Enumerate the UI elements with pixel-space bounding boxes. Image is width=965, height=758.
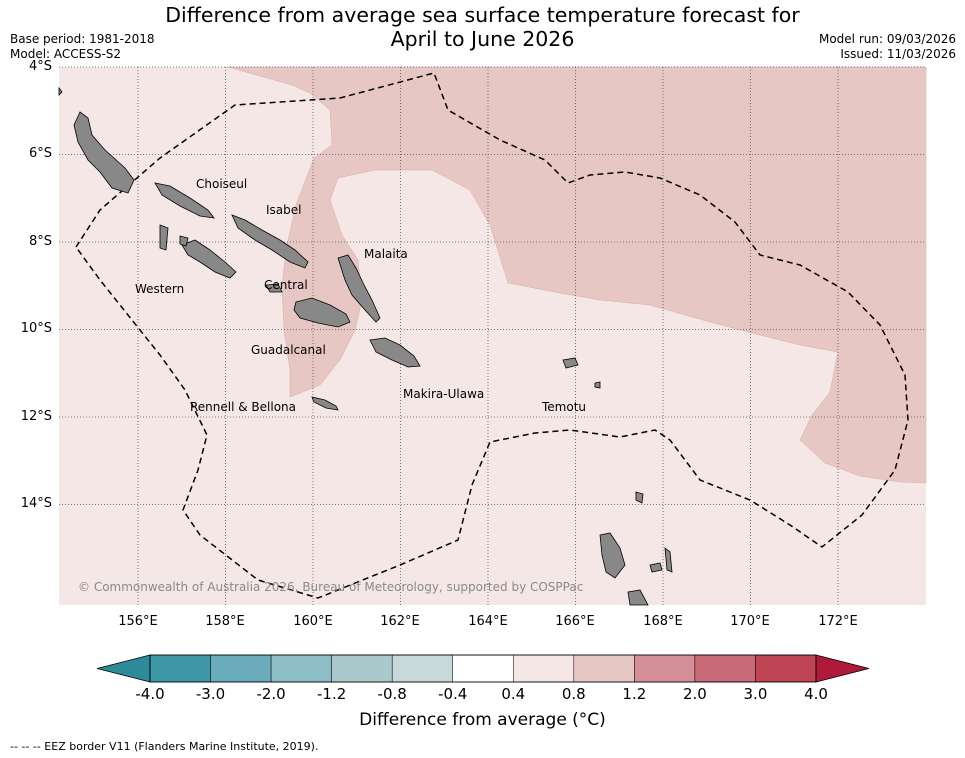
meta-right: Model run: 09/03/2026 Issued: 11/03/2026 [819, 32, 956, 62]
colorbar-tick-label: 4.0 [804, 685, 828, 703]
colorbar-tick-label: -1.2 [316, 685, 347, 703]
colorbar-title: Difference from average (°C) [359, 710, 606, 730]
lon-label-172e: 172°E [818, 614, 858, 629]
place-choiseul: Choiseul [196, 177, 248, 191]
lon-label-158e: 158°E [205, 614, 245, 629]
issued-date: Issued: 11/03/2026 [840, 47, 956, 61]
malaita-island [337, 254, 381, 323]
colorbar-tick-label: -0.4 [438, 685, 468, 703]
vanuatu-ambae [649, 562, 663, 573]
vanuatu-malekula [627, 589, 649, 606]
temotu-small [594, 381, 601, 389]
colorbar-tick-label: 2.0 [682, 685, 707, 703]
rennell-island [311, 396, 339, 411]
isabel-island [231, 214, 309, 269]
lon-label-162e: 162°E [380, 614, 420, 629]
new-georgia [181, 239, 237, 279]
graticule [59, 66, 926, 605]
lat-label-4s: 4°S [28, 59, 52, 74]
model-run: Model run: 09/03/2026 [818, 32, 956, 46]
meta-left: Base period: 1981-2018 Model: ACCESS-S2 [10, 32, 155, 62]
colorbar-tick-label: 0.4 [501, 685, 526, 703]
lat-label-14s: 14°S [20, 496, 52, 511]
title-line-1: Difference from average sea surface temp… [165, 3, 800, 27]
western-small-1 [159, 224, 169, 251]
place-malaita: Malaita [364, 247, 408, 261]
land-masses [58, 86, 673, 606]
lon-label-166e: 166°E [555, 614, 595, 629]
colorbar-tick-label: 0.8 [561, 685, 586, 703]
eez-legend: -- -- -- EEZ border V11 (Flanders Marine… [10, 740, 319, 753]
lon-label-168e: 168°E [643, 614, 683, 629]
eez-border [75, 72, 909, 599]
place-central: Central [264, 278, 308, 292]
choiseul-island [73, 111, 135, 194]
copyright-notice: © Commonwealth of Australia 2026, Bureau… [78, 580, 584, 594]
bougainville-tip [58, 86, 63, 96]
place-isabel: Isabel [266, 203, 302, 217]
lon-label-156e: 156°E [118, 614, 158, 629]
place-guadalcanal: Guadalcanal [251, 343, 326, 357]
lat-label-6s: 6°S [28, 146, 52, 161]
place-western: Western [135, 282, 185, 296]
lat-label-12s: 12°S [20, 409, 52, 424]
lon-label-160e: 160°E [293, 614, 333, 629]
lon-label-170e: 170°E [730, 614, 770, 629]
map-title: Difference from average sea surface temp… [0, 3, 965, 51]
guadalcanal-island [293, 297, 351, 328]
place-makira-ulawa: Makira-Ulawa [403, 387, 485, 401]
anomaly-warm-region-north [227, 66, 927, 484]
makira-island [369, 337, 421, 368]
vanuatu-banks [635, 491, 644, 504]
place-temotu: Temotu [542, 400, 587, 414]
vanuatu-pentecost [664, 547, 673, 573]
vanuatu-espiritu [599, 532, 626, 579]
colorbar-tick-label: -0.8 [377, 685, 407, 703]
temotu-santa-cruz [562, 357, 579, 369]
choiseul-east [154, 182, 215, 219]
title-line-2: April to June 2026 [390, 27, 575, 51]
colorbar-tick-label: -3.0 [195, 685, 226, 703]
colorbar-tick-label: -4.0 [135, 685, 165, 703]
lat-label-8s: 8°S [28, 234, 52, 249]
place-rennell-bellona: Rennell & Bellona [190, 400, 297, 414]
colorbar-tick-label: -2.0 [256, 685, 286, 703]
lon-label-164e: 164°E [468, 614, 508, 629]
colorbar-tick-label: 1.2 [622, 685, 647, 703]
western-small-2 [179, 235, 189, 247]
model-name: Model: ACCESS-S2 [10, 47, 122, 61]
colorbar-tick-label: 3.0 [743, 685, 768, 703]
base-period: Base period: 1981-2018 [10, 32, 155, 46]
central-islands [265, 283, 283, 293]
lat-label-10s: 10°S [20, 321, 52, 336]
